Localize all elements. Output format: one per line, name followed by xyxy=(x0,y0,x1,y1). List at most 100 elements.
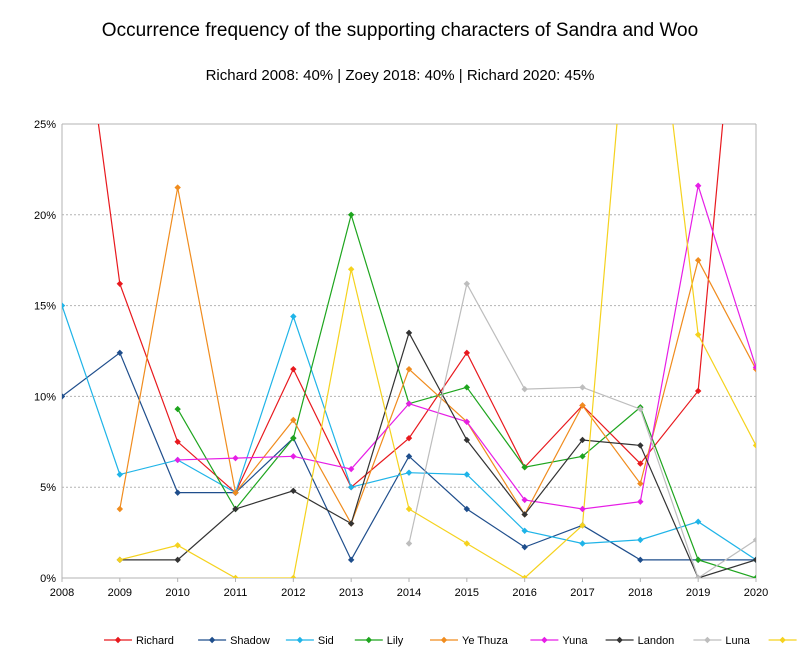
y-tick-label: 25% xyxy=(34,119,56,131)
data-point-shadow xyxy=(521,543,528,551)
data-point-yuna xyxy=(752,364,756,371)
data-point-zoey xyxy=(579,522,586,529)
data-point-sid xyxy=(290,313,297,320)
data-point-yuna xyxy=(347,465,355,473)
data-point-sid xyxy=(116,471,124,478)
data-point-zoey xyxy=(290,574,297,578)
x-tick-label: 2010 xyxy=(165,587,189,599)
data-point-yuna xyxy=(694,182,702,189)
data-point-lily xyxy=(290,434,297,442)
data-point-shadow xyxy=(347,556,355,564)
data-point-ye-thuza xyxy=(405,365,413,373)
legend-marker-lily xyxy=(365,636,372,644)
legend-label: Lily xyxy=(387,635,404,647)
x-tick-label: 2020 xyxy=(744,587,768,599)
data-point-landon xyxy=(347,520,355,527)
grid-lines xyxy=(62,123,756,488)
data-point-richard xyxy=(405,434,413,442)
data-point-sid xyxy=(405,469,413,476)
data-point-lily xyxy=(521,464,528,471)
x-tick-label: 2018 xyxy=(628,587,652,599)
series-line-zoey xyxy=(119,124,756,578)
legend-label: Landon xyxy=(638,635,675,647)
data-point-shadow xyxy=(62,393,66,400)
data-point-zoey xyxy=(347,266,355,273)
data-point-landon xyxy=(405,329,413,337)
data-point-shadow xyxy=(463,505,471,513)
legend-marker-yuna xyxy=(541,636,548,644)
data-point-ye-thuza xyxy=(637,480,644,487)
x-tick-label: 2017 xyxy=(570,587,594,599)
axes xyxy=(61,123,757,582)
legend-marker-ye-thuza xyxy=(440,636,448,644)
x-tick-label: 2014 xyxy=(397,587,421,599)
y-tick-label: 0% xyxy=(40,573,56,585)
series-lines xyxy=(62,124,756,578)
data-point-yuna xyxy=(290,453,297,460)
data-point-shadow xyxy=(116,349,124,357)
legend-marker-sid xyxy=(296,636,304,644)
x-tick-label: 2012 xyxy=(281,587,305,599)
data-point-richard xyxy=(116,280,124,288)
series-line-landon xyxy=(119,331,756,578)
x-tick-label: 2019 xyxy=(686,587,710,599)
series-line-yuna xyxy=(177,185,756,510)
legend-label: Luna xyxy=(725,635,750,647)
x-tick-label: 2008 xyxy=(50,587,74,599)
data-point-ye-thuza xyxy=(290,416,297,424)
series-line-sid xyxy=(62,305,756,561)
data-point-shadow xyxy=(174,489,181,496)
data-point-lily xyxy=(174,405,181,413)
x-tick-label: 2015 xyxy=(455,587,479,599)
data-point-ye-thuza xyxy=(694,257,702,264)
data-point-sid xyxy=(347,484,355,491)
legend-marker-shadow xyxy=(208,636,216,644)
data-point-sid xyxy=(521,527,528,534)
legend-marker-landon xyxy=(616,636,623,644)
legend-label: Sid xyxy=(318,635,334,647)
data-point-richard xyxy=(694,387,702,395)
data-point-zoey xyxy=(463,540,471,547)
data-point-landon xyxy=(290,487,297,495)
legend-marker-luna xyxy=(704,636,711,644)
data-point-ye-thuza xyxy=(174,184,181,191)
data-point-sid xyxy=(579,540,586,547)
chart-title: Occurrence frequency of the supporting c… xyxy=(101,20,699,41)
data-point-zoey xyxy=(752,442,756,449)
data-point-richard xyxy=(463,349,471,357)
data-point-sid xyxy=(694,518,702,525)
data-point-zoey xyxy=(694,331,702,338)
y-tick-label: 10% xyxy=(34,391,56,403)
data-point-landon xyxy=(752,556,756,564)
data-point-richard xyxy=(637,460,644,467)
data-point-landon xyxy=(521,511,528,518)
data-point-zoey xyxy=(174,542,181,549)
legend-marker-richard xyxy=(114,636,122,644)
data-point-richard xyxy=(290,365,297,373)
data-point-luna xyxy=(694,574,702,578)
data-point-landon xyxy=(637,442,644,449)
chart-subtitle: Richard 2008: 40% | Zoey 2018: 40% | Ric… xyxy=(205,67,595,84)
legend-label: Richard xyxy=(136,635,174,647)
tick-labels: 0% 5% 10% 15% 20% 25% 2008 2009 2010 2011 2012 2013… xyxy=(34,119,768,599)
legend-label: Shadow xyxy=(230,635,270,647)
data-point-richard xyxy=(174,438,181,445)
legend: Richard Shadow Sid Lily Ye Thuza Yuna Landon Lu… xyxy=(104,635,797,647)
data-point-luna xyxy=(521,385,528,393)
data-point-yuna xyxy=(579,505,586,513)
data-point-luna xyxy=(579,384,586,391)
data-point-zoey xyxy=(116,556,124,564)
data-point-zoey xyxy=(521,574,528,578)
data-point-lily xyxy=(752,574,756,578)
data-point-landon xyxy=(579,436,586,444)
data-point-ye-thuza xyxy=(579,402,586,409)
data-point-lily xyxy=(694,556,702,564)
x-tick-label: 2011 xyxy=(224,587,248,599)
data-point-luna xyxy=(752,536,756,544)
data-point-shadow xyxy=(405,453,413,460)
y-tick-label: 15% xyxy=(34,301,56,313)
legend-label: Yuna xyxy=(562,635,588,647)
data-point-lily xyxy=(347,211,355,218)
data-point-luna xyxy=(405,540,413,547)
